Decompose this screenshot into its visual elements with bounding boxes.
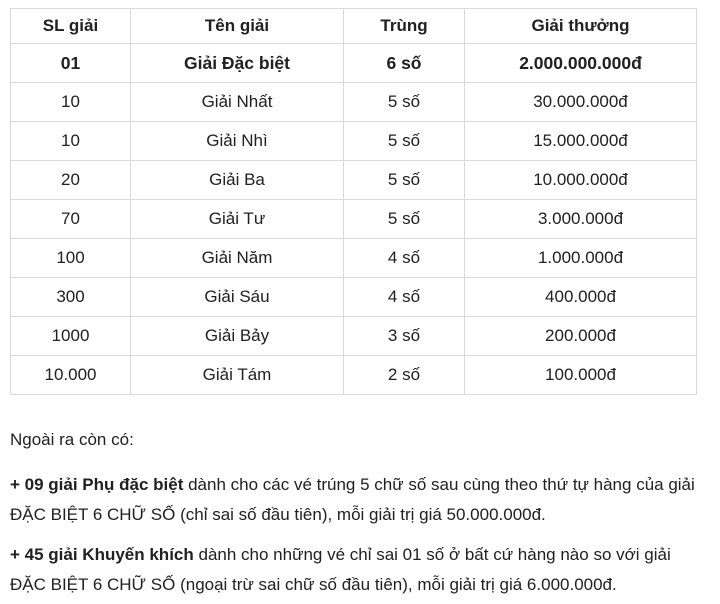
- cell-prize-name: Giải Nhì: [130, 121, 344, 161]
- cell-prize-name: Giải Bảy: [130, 316, 344, 356]
- notes-intro: Ngoài ra còn có:: [10, 430, 134, 449]
- cell-quantity: 10: [10, 121, 131, 161]
- cell-match: 2 số: [343, 355, 465, 395]
- cell-prize-name: Giải Năm: [130, 238, 344, 278]
- cell-match: 5 số: [343, 121, 465, 161]
- header-quantity: SL giải: [10, 8, 131, 44]
- cell-quantity: 20: [10, 160, 131, 200]
- cell-quantity: 10: [10, 82, 131, 122]
- note-rest-text: dành cho các vé trúng 5 chữ số sau cùng …: [10, 475, 695, 524]
- note-consolation-prize: + 45 giải Khuyến khích dành cho những vé…: [10, 540, 710, 600]
- cell-quantity: 300: [10, 277, 131, 317]
- cell-quantity: 70: [10, 199, 131, 239]
- table-header-row: SL giải Tên giải Trùng Giải thưởng: [10, 8, 697, 44]
- cell-prize-name: Giải Đặc biệt: [130, 43, 344, 83]
- table-row: 100 Giải Năm 4 số 1.000.000đ: [10, 238, 697, 278]
- table-row: 300 Giải Sáu 4 số 400.000đ: [10, 277, 697, 317]
- cell-match: 4 số: [343, 238, 465, 278]
- cell-prize-amount: 200.000đ: [464, 316, 697, 356]
- cell-quantity: 01: [10, 43, 131, 83]
- table-row: 70 Giải Tư 5 số 3.000.000đ: [10, 199, 697, 239]
- cell-quantity: 10.000: [10, 355, 131, 395]
- cell-prize-amount: 1.000.000đ: [464, 238, 697, 278]
- cell-prize-amount: 30.000.000đ: [464, 82, 697, 122]
- cell-prize-amount: 2.000.000.000đ: [464, 43, 697, 83]
- header-prize-amount: Giải thưởng: [464, 8, 697, 44]
- cell-prize-amount: 10.000.000đ: [464, 160, 697, 200]
- table-row: 10 Giải Nhì 5 số 15.000.000đ: [10, 121, 697, 161]
- note-rest-text: dành cho những vé chỉ sai 01 số ở bất cứ…: [10, 545, 671, 594]
- cell-match: 5 số: [343, 160, 465, 200]
- table-row: 10.000 Giải Tám 2 số 100.000đ: [10, 355, 697, 395]
- header-match: Trùng: [343, 8, 465, 44]
- cell-quantity: 1000: [10, 316, 131, 356]
- note-special-subsidiary-prize: + 09 giải Phụ đặc biệt dành cho các vé t…: [10, 470, 710, 530]
- cell-prize-amount: 100.000đ: [464, 355, 697, 395]
- cell-prize-name: Giải Sáu: [130, 277, 344, 317]
- cell-prize-name: Giải Ba: [130, 160, 344, 200]
- table-row: 1000 Giải Bảy 3 số 200.000đ: [10, 316, 697, 356]
- cell-match: 6 số: [343, 43, 465, 83]
- cell-match: 4 số: [343, 277, 465, 317]
- cell-match: 5 số: [343, 199, 465, 239]
- cell-match: 5 số: [343, 82, 465, 122]
- cell-prize-amount: 400.000đ: [464, 277, 697, 317]
- table-row: 10 Giải Nhất 5 số 30.000.000đ: [10, 82, 697, 122]
- table-row-special-prize: 01 Giải Đặc biệt 6 số 2.000.000.000đ: [10, 43, 697, 83]
- header-prize-name: Tên giải: [130, 8, 344, 44]
- note-lead-bold: + 45 giải Khuyến khích: [10, 545, 194, 564]
- notes-section: Ngoài ra còn có: + 09 giải Phụ đặc biệt …: [10, 425, 710, 600]
- cell-prize-name: Giải Tám: [130, 355, 344, 395]
- note-lead-bold: + 09 giải Phụ đặc biệt: [10, 475, 184, 494]
- cell-prize-amount: 3.000.000đ: [464, 199, 697, 239]
- cell-prize-name: Giải Nhất: [130, 82, 344, 122]
- table-row: 20 Giải Ba 5 số 10.000.000đ: [10, 160, 697, 200]
- prize-table: SL giải Tên giải Trùng Giải thưởng 01 Gi…: [10, 8, 697, 395]
- cell-prize-name: Giải Tư: [130, 199, 344, 239]
- cell-match: 3 số: [343, 316, 465, 356]
- cell-prize-amount: 15.000.000đ: [464, 121, 697, 161]
- cell-quantity: 100: [10, 238, 131, 278]
